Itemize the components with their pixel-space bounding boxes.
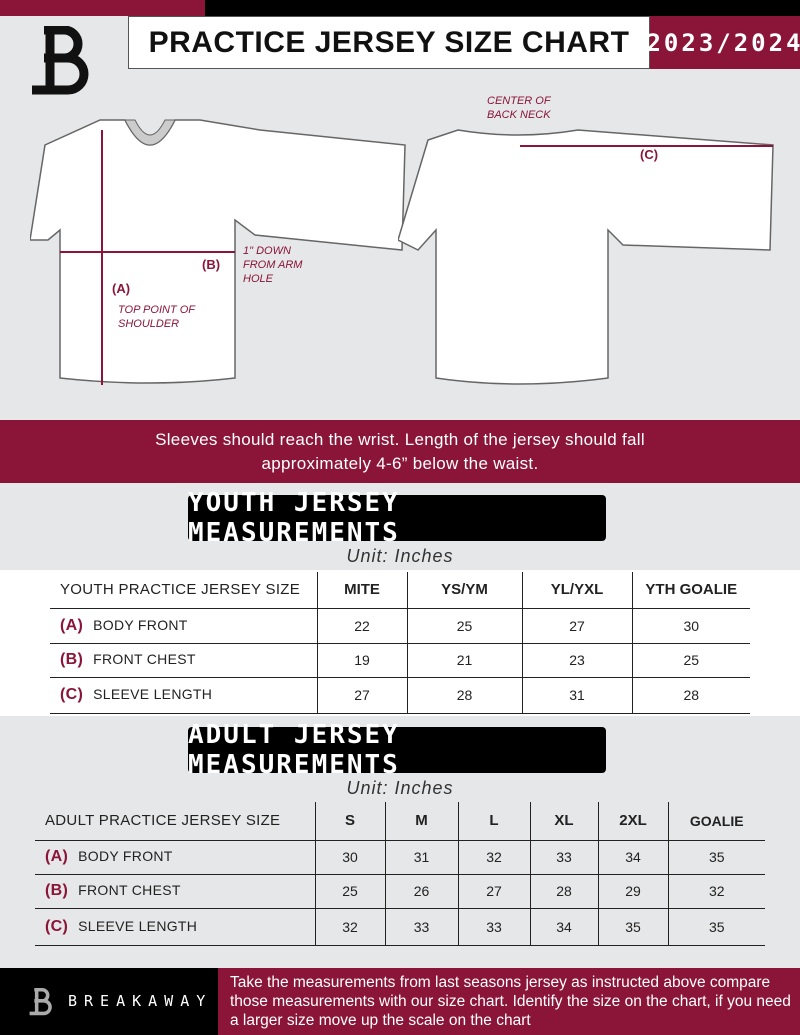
cell: 28 [406,677,522,714]
row-code: (C) [60,686,84,703]
page-title: PRACTICE JERSEY SIZE CHART [128,16,650,69]
cell: 35 [667,908,765,946]
footer-logo [29,988,52,1016]
cell: 25 [314,874,385,909]
cell: 25 [406,608,522,644]
cell: 30 [314,840,385,875]
cell: 27 [521,608,632,644]
adult-header-col: M [384,802,458,841]
adult-header-col: XL [529,802,598,841]
adult-header-size: ADULT PRACTICE JERSEY SIZE [35,802,315,841]
row-code: (C) [45,917,69,935]
cell: 32 [457,840,530,875]
cell: 21 [406,643,522,678]
youth-header-size: YOUTH PRACTICE JERSEY SIZE [50,572,317,609]
row-label: BODY FRONT [93,616,188,633]
cell: 27 [316,677,407,714]
table-row: (B) FRONT CHEST 19 21 23 25 [50,643,750,678]
row-label: SLEEVE LENGTH [93,686,213,702]
table-row: (B) FRONT CHEST 25 26 27 28 29 32 [35,874,765,909]
cell: 31 [384,840,458,875]
label-a: (A) [112,281,131,296]
label-c: (C) [640,147,659,162]
youth-section-title: YOUTH JERSEY MEASUREMENTS [188,488,606,548]
fit-note: Sleeves should reach the wrist. Length o… [0,420,800,483]
season-badge: 2023/2024 [646,16,800,69]
adult-section-title: ADULT JERSEY MEASUREMENTS [188,720,606,780]
adult-header-col: GOALIE [667,802,765,841]
cell: 22 [316,608,407,644]
youth-table: YOUTH PRACTICE JERSEY SIZE MITE YS/YM YL… [50,572,750,714]
cell: 32 [314,908,385,946]
adult-header-col: S [314,802,385,841]
label-b: (B) [202,257,221,272]
youth-header-col: MITE [316,572,407,609]
cell: 33 [529,840,598,875]
youth-header-col: YTH GOALIE [631,572,750,609]
cell: 28 [631,677,750,714]
row-code: (B) [45,882,69,899]
footer-brand-area: BREAKAWAY [0,968,218,1035]
table-row: (C) SLEEVE LENGTH 32 33 33 34 35 35 [35,908,765,946]
adult-header-col: 2XL [597,802,668,841]
cell: 32 [667,874,765,909]
adult-header-col: L [457,802,530,841]
row-code: (A) [60,616,84,634]
row-label: FRONT CHEST [78,882,181,898]
cell: 31 [521,677,632,714]
breakaway-logo [32,26,89,95]
cell: 19 [316,643,407,678]
row-label: SLEEVE LENGTH [78,917,198,934]
back-jersey-diagram [398,129,774,385]
cell: 30 [631,608,750,644]
cell: 27 [457,874,530,909]
adult-table: ADULT PRACTICE JERSEY SIZE S M L XL 2XL … [35,802,765,946]
row-code: (A) [45,848,69,865]
youth-header-col: YS/YM [406,572,522,609]
row-label: BODY FRONT [78,848,173,864]
cell: 25 [631,643,750,678]
cell: 28 [529,874,598,909]
footer-instructions: Take the measurements from last seasons … [218,968,800,1035]
row-label: FRONT CHEST [93,651,196,667]
top-bar-black [205,0,800,16]
cell: 35 [597,908,668,946]
cell: 26 [384,874,458,909]
table-row: (A) BODY FRONT 30 31 32 33 34 35 [35,840,765,875]
cell: 34 [597,840,668,875]
label-b-note: 1" DOWN FROM ARM HOLE [243,245,303,285]
cell: 34 [529,908,598,946]
row-code: (B) [60,651,84,668]
adult-unit: Unit: Inches [346,778,454,798]
youth-header-row: YOUTH PRACTICE JERSEY SIZE MITE YS/YM YL… [50,572,750,609]
cell: 29 [597,874,668,909]
youth-header-col: YL/YXL [521,572,632,609]
front-jersey-diagram [30,119,406,385]
table-row: (C) SLEEVE LENGTH 27 28 31 28 [50,677,750,714]
top-bar-accent [0,0,205,16]
footer-brand-name: BREAKAWAY [68,992,213,1010]
youth-unit: Unit: Inches [346,546,454,566]
adult-header-row: ADULT PRACTICE JERSEY SIZE S M L XL 2XL … [35,802,765,841]
label-a-note: TOP POINT OF SHOULDER [118,304,195,330]
table-row: (A) BODY FRONT 22 25 27 30 [50,608,750,644]
label-c-note: CENTER OF BACK NECK [487,95,551,121]
cell: 33 [457,908,530,946]
cell: 23 [521,643,632,678]
cell: 33 [384,908,458,946]
cell: 35 [667,840,765,875]
